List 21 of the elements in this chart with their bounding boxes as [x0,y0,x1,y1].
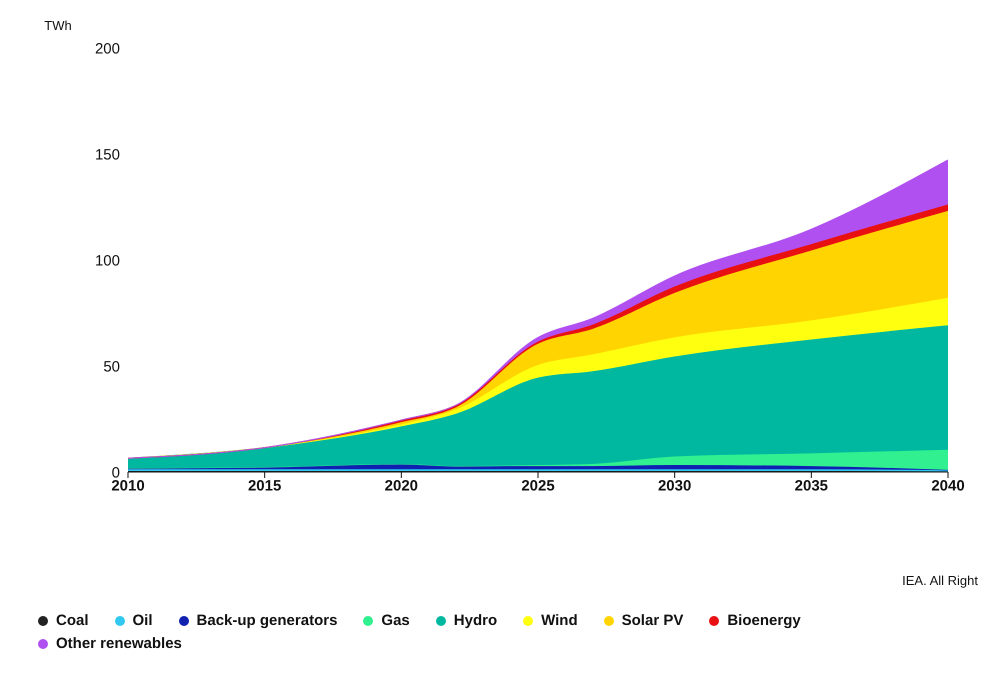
x-tick-label: 2030 [658,478,692,495]
y-tick-label: 50 [103,358,120,376]
legend-label: Coal [56,612,89,629]
legend-label: Wind [541,612,578,629]
y-tick-label: 150 [94,146,120,164]
y-tick-label: 200 [94,40,120,58]
text: IEA. All Right [902,573,978,588]
x-tick-label: 2020 [384,478,418,495]
legend-label: Back-up generators [196,612,338,629]
legend-label: Other renewables [56,635,182,652]
x-tick-label: 2035 [794,478,828,495]
x-tick-label: 2025 [521,478,555,495]
legend-label: Solar PV [622,612,684,629]
legend-label: Bioenergy [727,612,801,629]
legend-label: Gas [381,612,410,629]
legend-label: Oil [132,612,153,629]
y-axis-title: TWh [44,18,72,33]
y-tick-label: 100 [94,252,120,270]
legend-label: Hydro [454,612,498,629]
x-tick-label: 2040 [931,478,965,495]
x-tick-label: 2015 [248,478,282,495]
